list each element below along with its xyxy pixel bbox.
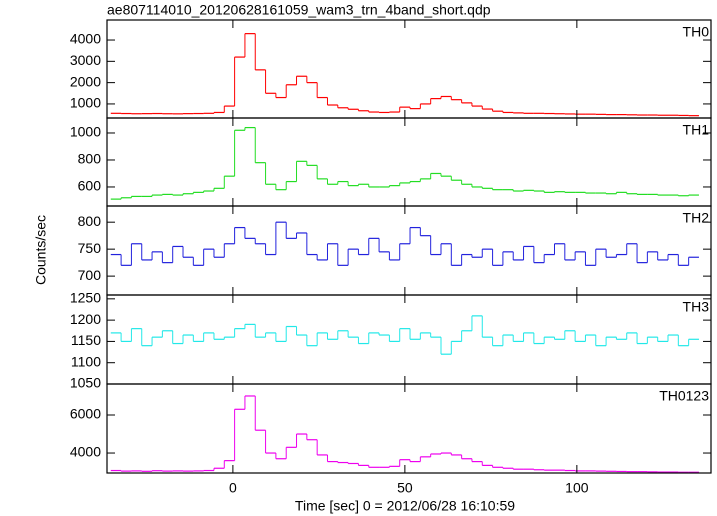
panel-frame: [106, 205, 712, 296]
y-tick-label: 3000: [70, 52, 101, 68]
x-tick-label: 0: [229, 480, 237, 496]
y-tick-label: 1200: [70, 311, 101, 327]
panel-label: TH3: [683, 299, 710, 315]
y-tick-label: 4000: [70, 31, 101, 47]
y-tick-label: 800: [78, 213, 102, 229]
panel-label: TH1: [683, 122, 710, 138]
panel-label: TH2: [683, 210, 710, 226]
x-axis-label: Time [sec] 0 = 2012/06/28 16:10:59: [295, 498, 515, 514]
y-tick-label: 4000: [70, 444, 101, 460]
panel-frame: [106, 19, 712, 119]
y-tick-label: 2000: [70, 73, 101, 89]
y-tick-label: 1100: [71, 353, 101, 369]
panel-frame: [106, 383, 712, 474]
y-tick-label: 1000: [70, 124, 101, 140]
y-tick-label: 1050: [70, 375, 101, 391]
panel-label: TH0123: [659, 388, 709, 404]
panel-label: TH0: [683, 24, 710, 40]
y-tick-label: 600: [78, 178, 102, 194]
x-tick-label: 50: [397, 480, 413, 496]
y-tick-label: 6000: [70, 406, 101, 422]
y-tick-label: 750: [78, 240, 102, 256]
y-tick-label: 700: [78, 267, 102, 283]
y-tick-label: 1000: [70, 95, 101, 111]
y-tick-label: 800: [78, 151, 102, 167]
chart-title: ae807114010_20120628161059_wam3_trn_4ban…: [107, 2, 491, 18]
x-tick-label: 100: [565, 480, 589, 496]
y-tick-label: 1150: [71, 332, 101, 348]
y-axis-label: Counts/sec: [33, 215, 49, 285]
y-tick-label: 1250: [70, 290, 101, 306]
